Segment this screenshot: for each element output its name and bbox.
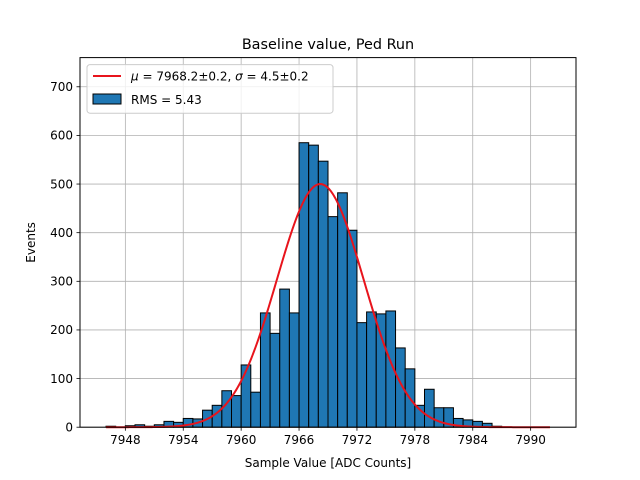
histogram-bar [423,388,435,428]
x-tick-label: 7984 [457,433,488,447]
x-axis-ticks: 7948 7954 7960 7966 7972 7978 7984 7990 [110,427,546,447]
histogram-bar [433,407,445,428]
y-tick-label: 500 [50,177,73,191]
legend-mu-value: = 7968.2±0.2, [139,70,235,84]
histogram-bar [250,391,261,428]
y-tick-label: 100 [50,372,73,386]
y-axis-ticks: 0 100 200 300 400 500 600 700 [50,80,80,435]
histogram-bar [269,332,281,428]
y-axis-label: Events [24,222,38,263]
x-tick-label: 7966 [284,433,315,447]
chart-title: Baseline value, Ped Run [242,37,414,53]
histogram-bar [288,312,300,428]
histogram-bar [337,192,348,428]
legend: μ = 7968.2±0.2, σ = 4.5±0.2 RMS = 5.43 [86,64,334,114]
legend-fit-label: μ = 7968.2±0.2, σ = 4.5±0.2 [130,70,309,84]
x-tick-label: 7972 [342,433,373,447]
legend-sigma-symbol: σ [235,70,243,84]
legend-mu-symbol: μ [130,70,139,84]
x-axis-label: Sample Value [ADC Counts] [245,456,411,470]
legend-box [86,64,334,114]
histogram-bar [375,313,387,428]
histogram-bar [327,216,339,428]
histogram-bar [298,142,310,428]
y-tick-label: 600 [50,129,73,143]
legend-histogram-swatch [92,93,122,105]
histogram-bar [279,288,290,428]
x-tick-label: 7954 [168,433,199,447]
y-tick-label: 300 [50,275,73,289]
x-tick-label: 7948 [110,433,141,447]
x-tick-label: 7960 [226,433,257,447]
legend-histogram-label: RMS = 5.43 [131,93,202,107]
y-tick-label: 200 [50,323,73,337]
histogram-bar [231,395,242,428]
plot-frame [79,57,577,428]
x-tick-label: 7990 [515,433,546,447]
histogram-bar [240,364,252,428]
y-tick-label: 400 [50,226,73,240]
histogram-bar [366,311,377,428]
histogram-bars [105,142,503,428]
histogram-bar [346,229,358,428]
y-tick-label: 700 [50,80,73,94]
x-tick-label: 7978 [400,433,431,447]
histogram-bar [221,390,233,428]
histogram-bar [356,322,368,428]
histogram-bar [317,160,329,428]
legend-sigma-value: = 4.5±0.2 [243,70,309,84]
y-tick-label: 0 [65,421,73,435]
